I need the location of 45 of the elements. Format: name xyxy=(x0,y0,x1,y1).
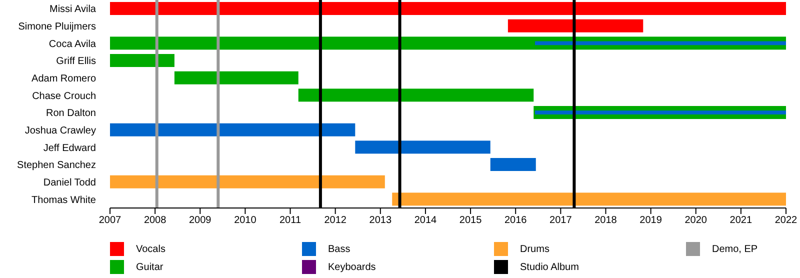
x-tick-label: 2007 xyxy=(98,215,122,226)
legend-label: Guitar xyxy=(136,262,164,272)
x-tick-label: 2012 xyxy=(324,215,347,226)
y-tick-label: Missi Avila xyxy=(50,4,96,16)
bar xyxy=(110,2,786,15)
x-tick-label: 2008 xyxy=(144,215,167,226)
y-tick-label: Chase Crouch xyxy=(32,90,96,102)
y-tick-label: Thomas White xyxy=(32,194,96,206)
bar xyxy=(508,19,644,32)
x-tick-label: 2014 xyxy=(414,215,438,226)
x-tick-label: 2016 xyxy=(504,215,528,226)
x-tick-label: 2018 xyxy=(594,215,618,226)
x-tick-label: 2010 xyxy=(234,215,257,226)
y-tick-label: Jeff Edward xyxy=(43,142,96,154)
bar xyxy=(110,123,356,136)
y-tick-label: Stephen Sanchez xyxy=(17,160,96,172)
bar xyxy=(110,54,174,67)
legend-label: Vocals xyxy=(136,244,166,254)
y-tick-label: Daniel Todd xyxy=(43,178,96,188)
legend-label: Drums xyxy=(520,244,550,254)
legend-label: Keyboards xyxy=(328,262,376,272)
y-tick-label: Simone Pluijmers xyxy=(18,22,96,32)
x-tick-label: 2009 xyxy=(189,215,212,226)
bar xyxy=(490,158,536,171)
legend-label: Demo, EP xyxy=(712,244,758,254)
y-tick-label: Coca Avila xyxy=(48,38,96,50)
bar xyxy=(392,192,786,206)
y-tick-label: Griff Ellis xyxy=(56,56,96,68)
y-tick-label: Joshua Crawley xyxy=(24,126,96,136)
y-tick-label: Adam Romero xyxy=(32,74,96,84)
x-tick-label: 2011 xyxy=(280,215,302,226)
x-tick-label: 2017 xyxy=(550,215,572,226)
legend-label: Studio Album xyxy=(520,262,579,272)
bar xyxy=(355,140,490,154)
bar xyxy=(298,88,534,102)
x-tick-label: 2021 xyxy=(730,215,752,226)
x-tick-label: 2019 xyxy=(640,215,662,226)
bar xyxy=(110,175,385,188)
legend-label: Bass xyxy=(328,244,350,254)
x-tick-label: 2022 xyxy=(774,215,798,226)
y-tick-label: Ron Dalton xyxy=(46,108,96,120)
x-tick-label: 2013 xyxy=(369,215,392,226)
x-tick-label: 2015 xyxy=(459,215,482,226)
x-tick-label: 2020 xyxy=(684,215,708,226)
bar xyxy=(174,71,298,84)
